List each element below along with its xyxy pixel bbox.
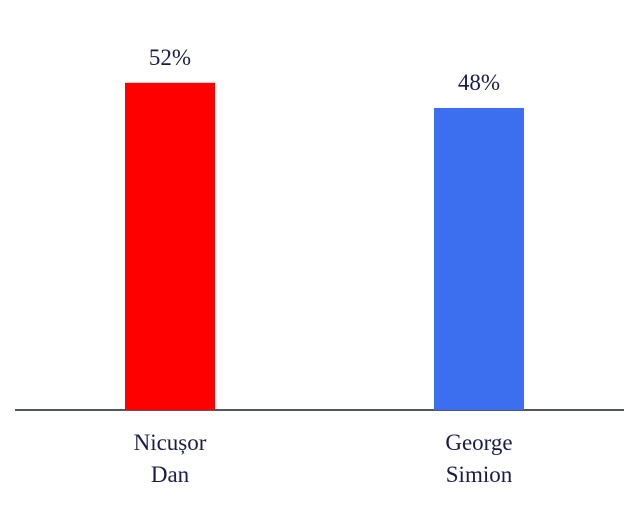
x-tick-label: Nicușor Dan — [133, 430, 207, 487]
bar — [434, 107, 524, 410]
value-label: 52% — [149, 45, 191, 70]
value-label: 48% — [458, 70, 500, 95]
x-tick-label: George Simion — [445, 430, 513, 487]
bar — [125, 82, 215, 411]
